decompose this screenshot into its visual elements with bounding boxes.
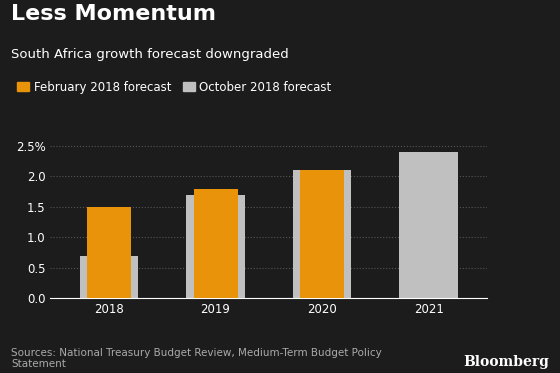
Bar <box>293 170 351 298</box>
Text: Sources: National Treasury Budget Review, Medium-Term Budget Policy
Statement: Sources: National Treasury Budget Review… <box>11 348 382 369</box>
Bar <box>300 170 344 298</box>
Text: Less Momentum: Less Momentum <box>11 4 216 24</box>
Bar <box>186 195 245 298</box>
Text: Bloomberg: Bloomberg <box>463 355 549 369</box>
Legend: February 2018 forecast, October 2018 forecast: February 2018 forecast, October 2018 for… <box>17 81 332 94</box>
Bar <box>399 152 458 298</box>
Bar <box>194 188 237 298</box>
Bar <box>80 256 138 298</box>
Text: South Africa growth forecast downgraded: South Africa growth forecast downgraded <box>11 48 289 62</box>
Bar <box>87 207 131 298</box>
